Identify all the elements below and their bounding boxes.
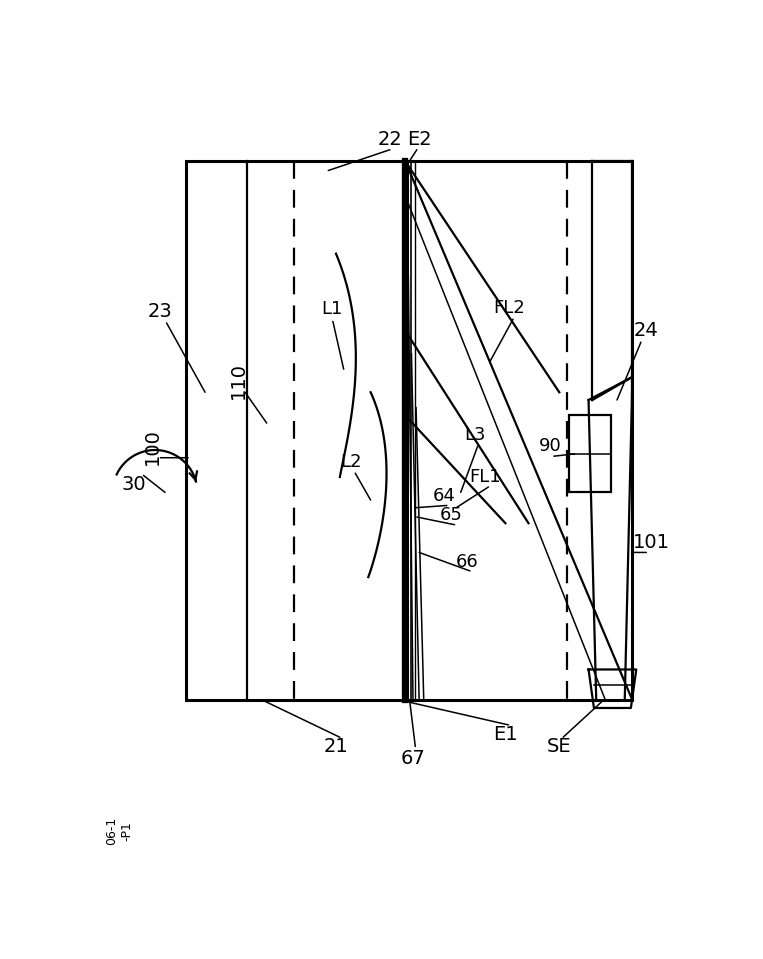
Text: 100: 100: [143, 428, 163, 464]
Text: 64: 64: [433, 487, 456, 505]
Text: 24: 24: [633, 321, 658, 340]
Text: 90: 90: [539, 437, 562, 456]
Text: 30: 30: [122, 475, 146, 494]
Text: 22: 22: [378, 130, 402, 150]
Text: 110: 110: [229, 363, 248, 399]
Text: L1: L1: [321, 300, 343, 318]
Text: 23: 23: [148, 302, 172, 321]
Text: E2: E2: [407, 130, 431, 150]
Text: 101: 101: [633, 533, 670, 552]
Bar: [186, 161, 633, 700]
Bar: [568, 415, 611, 492]
Text: FL2: FL2: [494, 298, 525, 316]
Text: E1: E1: [493, 725, 517, 744]
Text: L2: L2: [340, 453, 362, 471]
Text: 06-1: 06-1: [105, 817, 118, 845]
Text: 21: 21: [324, 737, 349, 756]
Text: FL1: FL1: [468, 468, 501, 486]
Text: L3: L3: [464, 426, 485, 444]
Text: 66: 66: [456, 552, 478, 571]
Text: -P1: -P1: [120, 821, 133, 841]
Text: 67: 67: [401, 749, 425, 767]
Text: SE: SE: [547, 737, 571, 756]
Text: 65: 65: [440, 506, 463, 525]
